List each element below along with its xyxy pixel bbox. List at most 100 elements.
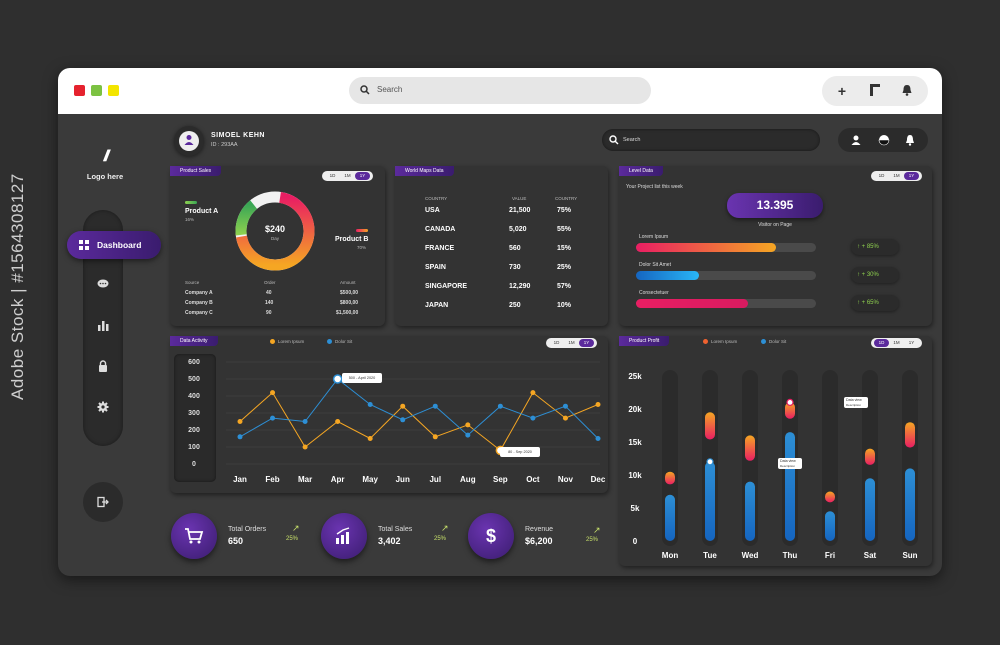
- kpi-orders-icon[interactable]: [171, 513, 217, 559]
- close-window-button[interactable]: [74, 85, 85, 96]
- period-toggle[interactable]: 1D 1M 1Y: [546, 338, 597, 348]
- sidebar-item-security[interactable]: [96, 360, 110, 374]
- y-tick-label: 400: [188, 393, 200, 400]
- sidebar-item-dashboard[interactable]: Dashboard: [67, 231, 161, 259]
- period-toggle[interactable]: 1D 1M 1Y: [322, 171, 373, 181]
- x-tick-label: Dec: [591, 475, 606, 484]
- level-bar-fill: [636, 299, 748, 308]
- donut-slice-product-a: [235, 200, 258, 236]
- data-point[interactable]: [302, 444, 308, 450]
- data-point[interactable]: [367, 436, 373, 441]
- minimize-window-button[interactable]: [91, 85, 102, 96]
- bar-lorem-ipsum[interactable]: [865, 448, 875, 465]
- data-point[interactable]: [432, 434, 438, 440]
- toggle-1y[interactable]: 1Y: [579, 339, 594, 347]
- bar-dolor-sit[interactable]: [705, 461, 715, 541]
- sidebar-item-analytics[interactable]: [96, 319, 110, 333]
- bar-lorem-ipsum[interactable]: [745, 435, 755, 461]
- data-point[interactable]: [530, 415, 536, 421]
- search-input[interactable]: Search: [602, 129, 820, 151]
- legend-swatch-lorem: [703, 339, 708, 344]
- toggle-1d[interactable]: 1D: [329, 173, 336, 178]
- legend-swatch-dolor: [327, 339, 332, 344]
- toggle-1m[interactable]: 1M: [893, 173, 900, 178]
- data-point[interactable]: [432, 403, 438, 409]
- table-cell: 57%: [557, 283, 572, 290]
- bar-lorem-ipsum[interactable]: [825, 491, 835, 503]
- highlight-point[interactable]: [706, 458, 714, 466]
- bar-dolor-sit[interactable]: [825, 511, 835, 541]
- browser-search-bar[interactable]: Search: [349, 77, 651, 104]
- search-icon: [360, 85, 370, 95]
- toggle-1d[interactable]: 1D: [553, 340, 560, 345]
- legend-lorem: Lorem Ipsum: [711, 339, 738, 344]
- toggle-1y[interactable]: 1Y: [908, 340, 915, 345]
- bar-lorem-ipsum[interactable]: [705, 412, 715, 440]
- bar-dolor-sit[interactable]: [865, 478, 875, 541]
- sidebar-item-settings[interactable]: [96, 401, 110, 415]
- kpi-revenue-label: Revenue: [525, 526, 554, 533]
- sidebar-item-messages[interactable]: [96, 279, 110, 293]
- highlight-point[interactable]: [786, 398, 794, 407]
- bell-icon[interactable]: [899, 83, 915, 99]
- data-point[interactable]: [562, 403, 568, 409]
- data-point[interactable]: [270, 415, 276, 421]
- toggle-1d[interactable]: 1D: [874, 339, 889, 347]
- bar-dolor-sit[interactable]: [745, 481, 755, 541]
- user-icon[interactable]: [851, 135, 861, 145]
- bell-icon[interactable]: [904, 134, 916, 146]
- period-toggle[interactable]: 1D 1M 1Y: [871, 338, 922, 348]
- level-subtitle: Your Project list this week: [626, 184, 683, 190]
- data-point[interactable]: [562, 415, 568, 421]
- level-bar-fill: [636, 271, 699, 280]
- toggle-1y[interactable]: 1Y: [904, 172, 919, 180]
- toggle-1m[interactable]: 1M: [344, 173, 351, 178]
- logout-button[interactable]: [83, 482, 123, 522]
- data-point[interactable]: [497, 403, 503, 409]
- data-point[interactable]: [465, 422, 471, 428]
- col-amount: Amount: [340, 280, 356, 285]
- plus-icon[interactable]: +: [837, 83, 847, 99]
- bar-dolor-sit[interactable]: [785, 432, 795, 541]
- period-toggle[interactable]: 1D 1M 1Y: [871, 171, 922, 181]
- data-point[interactable]: [270, 390, 276, 396]
- data-point[interactable]: [367, 402, 373, 407]
- table-cell: USA: [425, 207, 440, 214]
- x-tick-label: Tue: [703, 551, 717, 560]
- data-point[interactable]: [595, 436, 601, 441]
- x-tick-label: Sat: [864, 551, 877, 560]
- donut-chart: [235, 191, 315, 271]
- toggle-1y[interactable]: 1Y: [355, 172, 370, 180]
- bar-dolor-sit[interactable]: [905, 468, 915, 541]
- data-point[interactable]: [465, 432, 471, 438]
- kpi-sales-label: Total Sales: [378, 526, 413, 533]
- data-point[interactable]: [302, 419, 308, 424]
- y-tick-label: 0: [633, 537, 638, 546]
- kpi-sales-icon[interactable]: [321, 513, 367, 559]
- kpi-revenue-icon[interactable]: $: [468, 513, 514, 559]
- bar-lorem-ipsum[interactable]: [905, 422, 915, 448]
- data-point[interactable]: [335, 419, 341, 424]
- bar-dolor-sit[interactable]: [665, 494, 675, 541]
- kpi-orders-value: 650: [228, 536, 244, 546]
- highlight-point[interactable]: [332, 374, 343, 384]
- legend-swatch-dolor: [761, 339, 766, 344]
- toggle-1d[interactable]: 1D: [878, 173, 885, 178]
- product-b-swatch: [356, 229, 368, 232]
- maximize-window-button[interactable]: [108, 85, 119, 96]
- page-icon[interactable]: [867, 83, 883, 99]
- bar-lorem-ipsum[interactable]: [785, 402, 795, 419]
- data-point[interactable]: [400, 417, 406, 423]
- bar-lorem-ipsum[interactable]: [665, 471, 675, 485]
- data-point[interactable]: [400, 403, 406, 409]
- data-point[interactable]: [237, 419, 243, 424]
- avatar[interactable]: [174, 126, 204, 156]
- theme-icon[interactable]: [878, 134, 890, 146]
- data-point[interactable]: [237, 434, 243, 440]
- y-tick-label: 20k: [628, 405, 642, 414]
- toggle-1m[interactable]: 1M: [893, 340, 900, 345]
- data-point[interactable]: [530, 390, 536, 396]
- data-point[interactable]: [595, 402, 601, 407]
- toggle-1m[interactable]: 1M: [568, 340, 575, 345]
- table-cell: Company C: [185, 310, 213, 316]
